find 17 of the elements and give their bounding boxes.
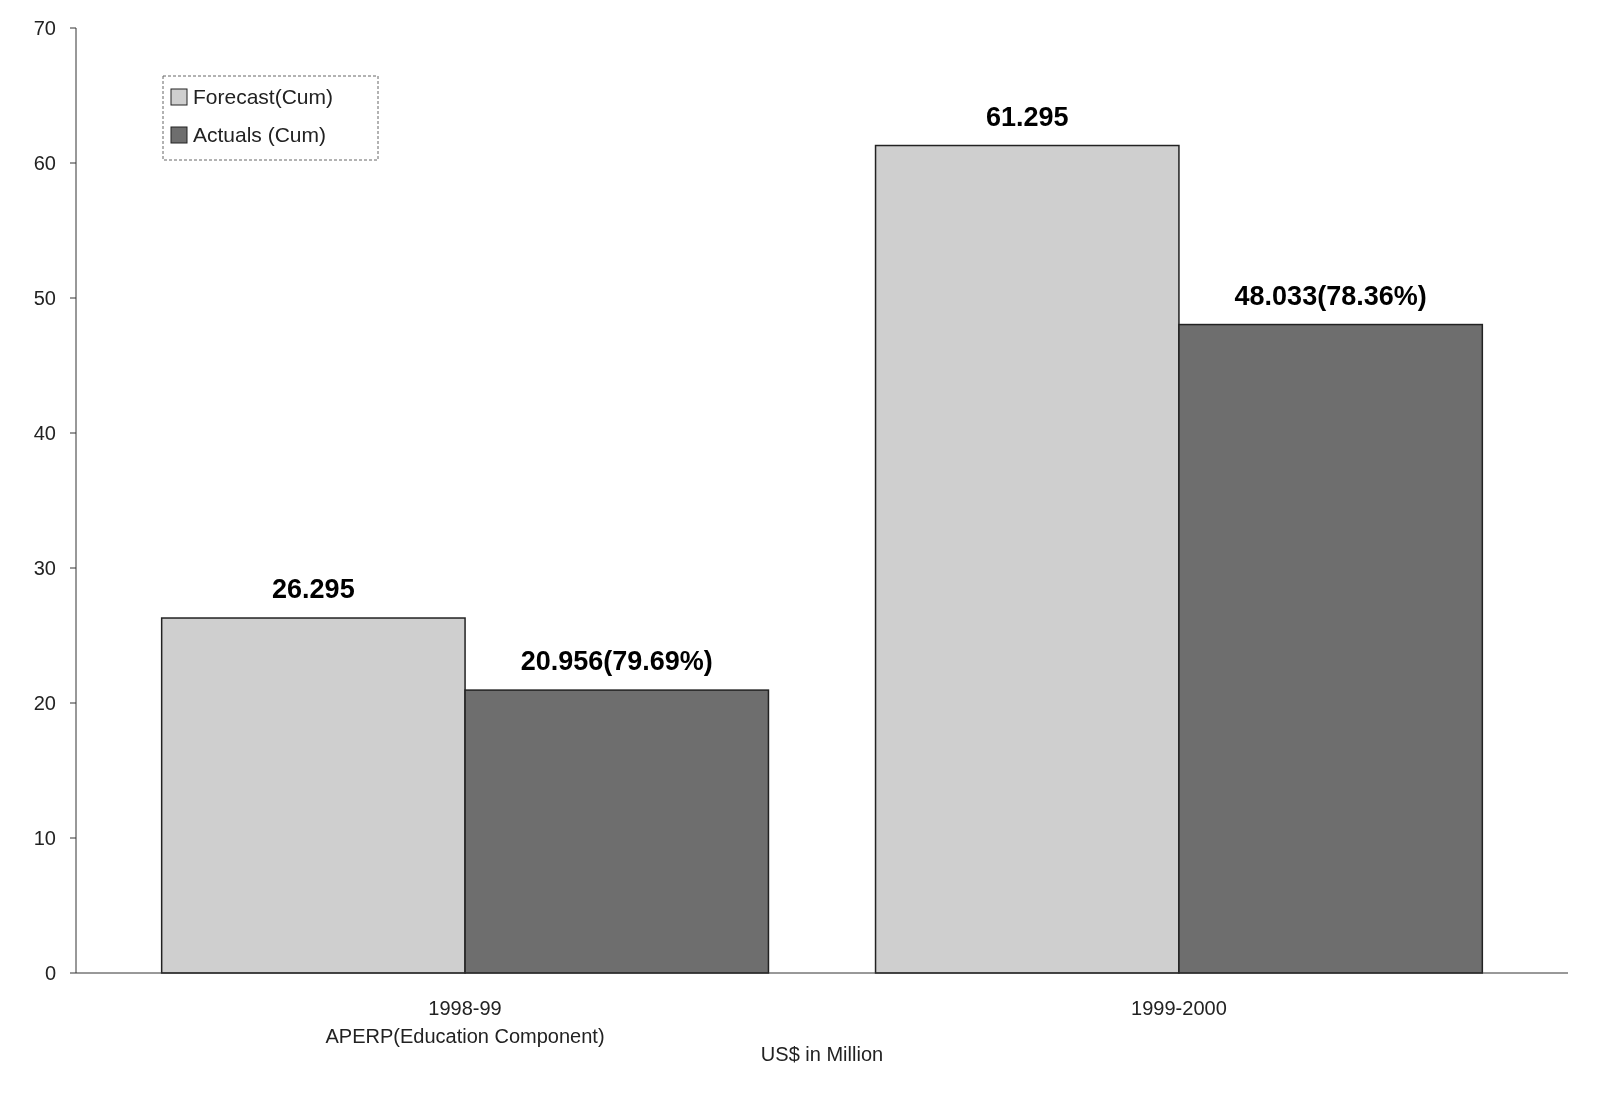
- data-label: 26.295: [272, 574, 355, 605]
- x-axis-title: US$ in Million: [760, 1043, 884, 1065]
- y-tick-label: 10: [33, 827, 56, 849]
- x-tick-label: 1998-99 APERP(Education Component): [325, 997, 605, 1047]
- y-tick-label: 0: [44, 962, 56, 984]
- y-tick-label: 70: [33, 17, 56, 39]
- data-label: 61.295: [985, 101, 1069, 132]
- y-tick-label: 60: [33, 152, 56, 174]
- y-tick-label: 50: [33, 287, 56, 309]
- y-tick-label: 30: [33, 557, 56, 579]
- legend-label: Actuals (Cum): [193, 123, 327, 147]
- data-label: 48.033(78.36%): [1234, 280, 1427, 311]
- data-label: 20.956(79.69%): [520, 646, 713, 677]
- y-tick-label: 20: [33, 692, 56, 714]
- x-tick-label: 1999-2000: [1131, 997, 1227, 1019]
- y-tick-label: 40: [33, 422, 56, 444]
- legend-label: Forecast(Cum): [193, 85, 334, 109]
